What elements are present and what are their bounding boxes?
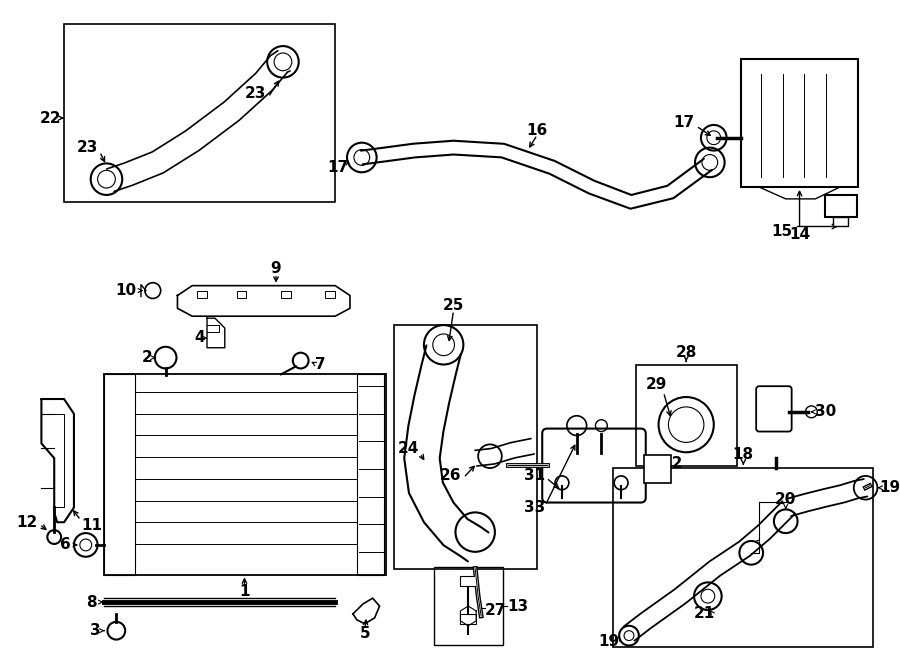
Text: 20: 20 (775, 492, 796, 507)
Bar (644, 455, 671, 483)
Bar (197, 291, 207, 299)
Text: 6: 6 (60, 537, 71, 553)
Text: 15: 15 (771, 224, 793, 239)
Text: 17: 17 (327, 160, 348, 175)
Bar (357, 374, 384, 574)
Text: 16: 16 (526, 124, 548, 138)
Text: 32: 32 (661, 455, 682, 471)
Text: 26: 26 (440, 469, 462, 483)
Bar (461, 576, 476, 586)
Text: 9: 9 (271, 261, 282, 276)
Text: 23: 23 (245, 86, 266, 101)
Text: 19: 19 (598, 634, 619, 649)
Text: 5: 5 (359, 626, 370, 641)
Bar (461, 614, 476, 624)
Bar (104, 374, 386, 574)
Text: 28: 28 (676, 345, 697, 360)
Bar (636, 364, 737, 466)
Bar (237, 291, 247, 299)
Bar (742, 59, 858, 187)
Text: 29: 29 (645, 377, 667, 392)
Text: 8: 8 (86, 595, 96, 609)
Bar (833, 217, 848, 227)
Text: 17: 17 (673, 116, 694, 130)
Text: 25: 25 (443, 298, 464, 313)
Text: 7: 7 (316, 357, 326, 372)
Bar (394, 325, 537, 568)
Text: 11: 11 (81, 518, 102, 533)
Text: 21: 21 (694, 606, 715, 621)
Text: 13: 13 (508, 599, 529, 613)
Bar (281, 291, 291, 299)
Text: 23: 23 (77, 140, 99, 155)
Bar (613, 468, 874, 648)
Text: 3: 3 (90, 623, 101, 639)
Text: 24: 24 (398, 441, 419, 456)
Text: 30: 30 (815, 405, 837, 419)
Bar (825, 195, 857, 217)
Text: 2: 2 (142, 350, 153, 365)
Text: 14: 14 (789, 227, 810, 242)
Text: 27: 27 (485, 603, 507, 619)
Text: 31: 31 (524, 469, 545, 483)
Bar (325, 291, 335, 299)
Text: 19: 19 (879, 481, 900, 495)
Text: 18: 18 (733, 447, 754, 462)
Bar (104, 374, 135, 574)
Text: 1: 1 (239, 584, 249, 599)
Text: 10: 10 (115, 283, 136, 298)
Text: 22: 22 (40, 110, 61, 126)
Bar (434, 566, 503, 646)
Bar (64, 24, 335, 202)
Text: 12: 12 (16, 515, 38, 529)
Text: 4: 4 (194, 330, 205, 346)
Text: 33: 33 (524, 500, 545, 515)
